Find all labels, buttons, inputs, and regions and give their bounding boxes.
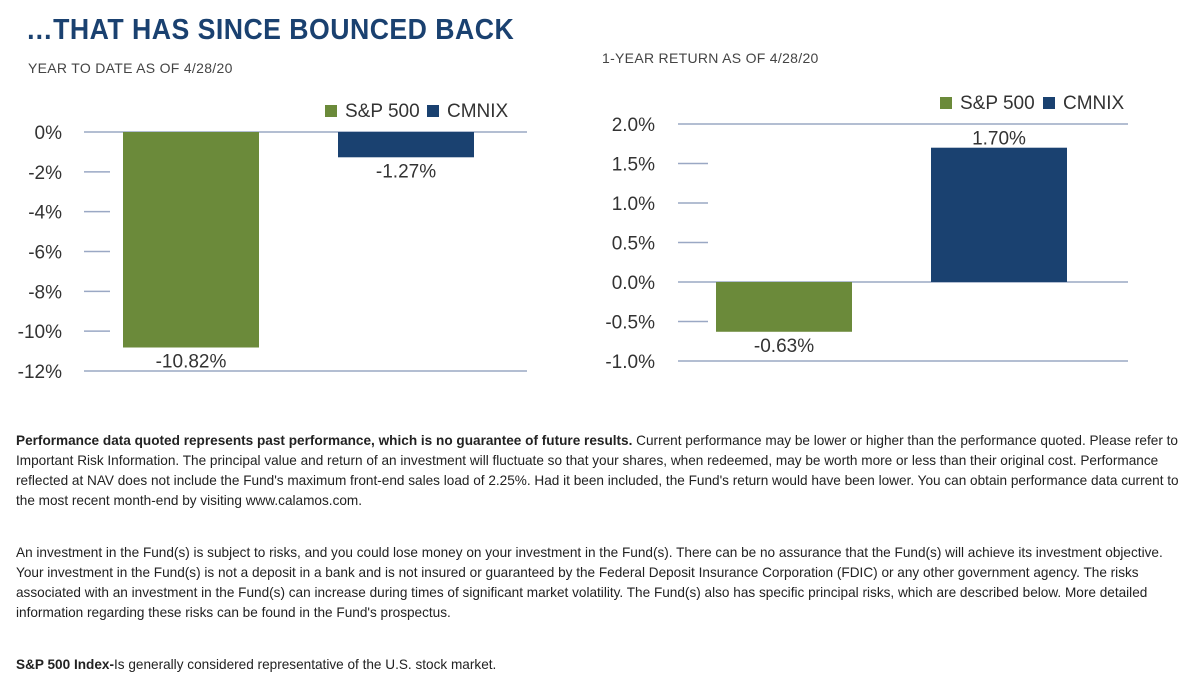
- disclaimer-bold-lead: Performance data quoted represents past …: [16, 433, 633, 448]
- index-definition: S&P 500 Index-Is generally considered re…: [16, 655, 1186, 675]
- oneyr-legend-swatch-s-p-500: [940, 97, 952, 109]
- oneyr-y-tick-label: -0.5%: [605, 313, 655, 334]
- page-title: …THAT HAS SINCE BOUNCED BACK: [26, 14, 515, 46]
- ytd-y-tick-label: -10%: [18, 322, 62, 343]
- ytd-y-tick-label: -12%: [18, 362, 62, 383]
- oneyr-data-label-s-p-500: -0.63%: [754, 336, 814, 357]
- oneyr-legend-label-s-p-500: S&P 500: [960, 93, 1035, 114]
- risk-disclaimer: An investment in the Fund(s) is subject …: [16, 545, 1163, 620]
- one-year-bar-chart: 2.0% 1.5% 1.0% 0.5% 0.0% -0.5% -1.0% -0.63% 1.70…: [605, 93, 1128, 373]
- oneyr-y-tick-label: 0.0%: [612, 273, 655, 294]
- oneyr-bar-s-p-500: [716, 282, 852, 332]
- oneyr-y-tick-label: 1.0%: [612, 194, 655, 215]
- ytd-bar-cmnix: [338, 132, 474, 158]
- oneyr-y-tick-label: -1.0%: [605, 352, 655, 373]
- chart-1-subtitle: YEAR TO DATE AS OF 4/28/20: [28, 60, 233, 76]
- chart-2-subtitle: 1-YEAR RETURN AS OF 4/28/20: [602, 50, 819, 66]
- oneyr-legend-label-cmnix: CMNIX: [1063, 93, 1125, 114]
- disclaimer-text: Current performance may be lower or high…: [16, 433, 1179, 508]
- ytd-y-tick-label: 0%: [35, 123, 63, 144]
- ytd-legend-swatch-s-p-500: [325, 105, 337, 117]
- oneyr-y-tick-label: 0.5%: [612, 234, 655, 255]
- ytd-y-tick-label: -2%: [28, 163, 62, 184]
- performance-disclaimer: Performance data quoted represents past …: [16, 431, 1186, 511]
- oneyr-data-label-cmnix: 1.70%: [972, 129, 1026, 150]
- ytd-legend-label-s-p-500: S&P 500: [345, 101, 420, 122]
- oneyr-y-tick-label: 1.5%: [612, 155, 655, 176]
- ytd-bar-chart: 0% -2% -4% -6% -8% -10% -12% -10.82% -1.27% S&P 5…: [18, 101, 527, 383]
- ytd-data-label-s-p-500: -10.82%: [156, 351, 227, 372]
- ytd-y-tick-label: -4%: [28, 203, 62, 224]
- ytd-bar-s-p-500: [123, 132, 259, 348]
- ytd-data-label-cmnix: -1.27%: [376, 161, 436, 182]
- oneyr-legend-swatch-cmnix: [1043, 97, 1055, 109]
- ytd-y-tick-label: -6%: [28, 243, 62, 264]
- ytd-legend-label-cmnix: CMNIX: [447, 101, 509, 122]
- ytd-y-tick-label: -8%: [28, 282, 62, 303]
- oneyr-y-tick-label: 2.0%: [612, 115, 655, 136]
- index-definition-text: Is generally considered representative o…: [113, 657, 497, 672]
- ytd-legend-swatch-cmnix: [427, 105, 439, 117]
- index-definition-term: S&P 500 Index-: [16, 657, 114, 672]
- oneyr-bar-cmnix: [931, 147, 1067, 282]
